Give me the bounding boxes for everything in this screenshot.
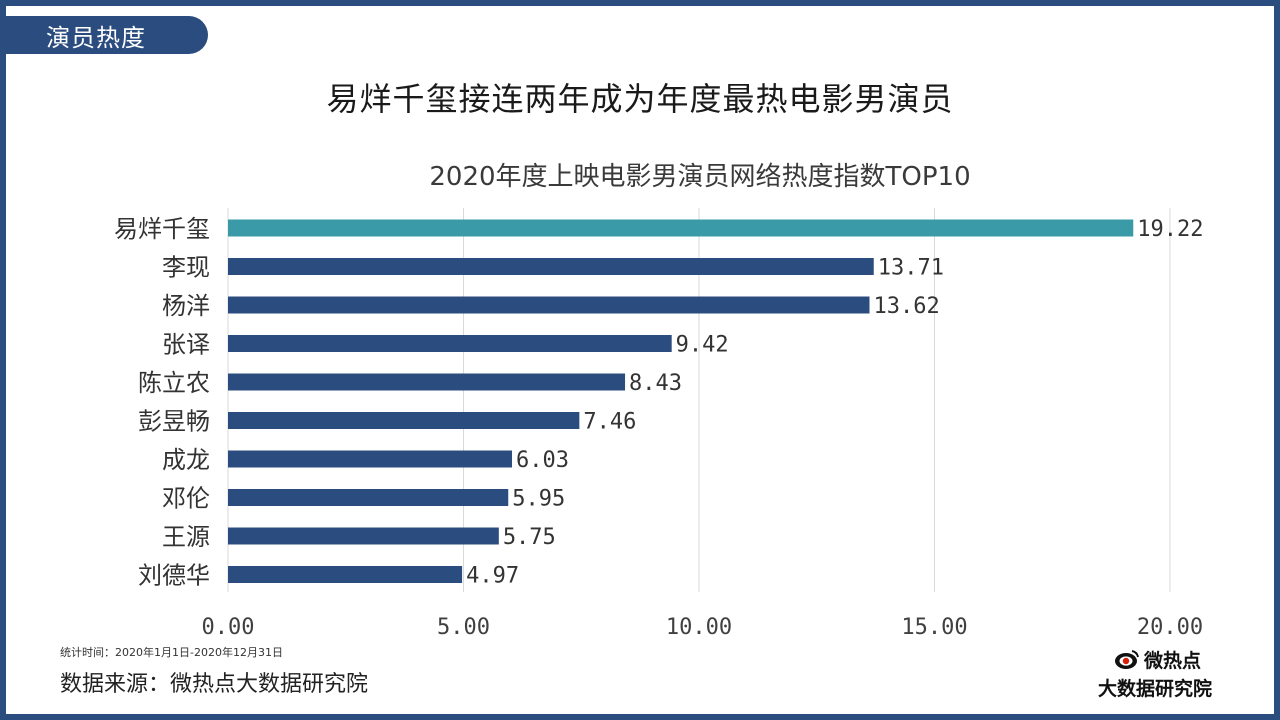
data-source: 数据来源：微热点大数据研究院	[60, 672, 369, 697]
bar	[228, 566, 463, 583]
data-label: 19.22	[1137, 217, 1203, 242]
category-label: 李现	[162, 254, 210, 282]
category-label: 邓伦	[162, 485, 210, 513]
brand-logo: 微热点 大数据研究院	[1094, 646, 1244, 702]
headline: 易烊千玺接连两年成为年度最热电影男演员	[326, 80, 954, 118]
category-label: 杨洋	[162, 292, 210, 320]
bar	[228, 335, 672, 352]
logo-bottom-text: 大数据研究院	[1098, 678, 1213, 700]
data-label: 5.75	[503, 525, 556, 550]
bar	[228, 296, 870, 314]
bar	[228, 527, 499, 545]
data-label: 5.95	[512, 487, 565, 512]
category-label: 王源	[162, 523, 210, 551]
x-tick-label: 0.00	[202, 615, 255, 640]
weirediandian-eye-icon	[1114, 649, 1140, 671]
bar	[228, 258, 874, 275]
x-tick-label: 20.00	[1137, 615, 1203, 640]
bar	[228, 373, 626, 391]
category-label: 陈立农	[138, 369, 210, 397]
bar	[228, 489, 509, 506]
data-label: 9.42	[676, 333, 729, 358]
category-label: 易烊千玺	[114, 215, 210, 243]
category-label: 彭昱畅	[138, 408, 210, 436]
stat-time-note: 统计时间：2020年1月1日-2020年12月31日	[60, 646, 283, 659]
x-tick-label: 5.00	[437, 615, 490, 640]
category-label: 成龙	[162, 446, 210, 474]
bar	[228, 450, 513, 468]
category-label: 张译	[162, 331, 210, 359]
bar	[228, 412, 580, 429]
data-label: 13.71	[878, 256, 944, 281]
x-tick-label: 10.00	[666, 615, 732, 640]
data-label: 4.97	[466, 564, 519, 589]
data-label: 7.46	[583, 410, 636, 435]
section-tag-label: 演员热度	[46, 23, 146, 52]
x-tick-label: 15.00	[901, 615, 967, 640]
bar	[228, 219, 1134, 237]
data-label: 6.03	[516, 448, 569, 473]
data-label: 8.43	[629, 371, 682, 396]
logo-top-row: 微热点	[1114, 646, 1201, 673]
logo-top-text: 微热点	[1144, 650, 1202, 672]
data-label: 13.62	[874, 294, 940, 319]
category-label: 刘德华	[138, 562, 210, 590]
section-tag: 演员热度	[6, 16, 208, 54]
chart-title: 2020年度上映电影男演员网络热度指数TOP10	[429, 162, 971, 192]
